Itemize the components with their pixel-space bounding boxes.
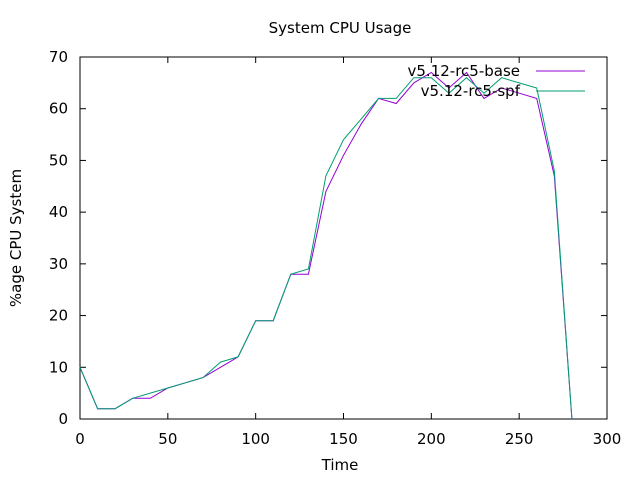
x-tick-label: 150 bbox=[329, 430, 358, 448]
x-tick-label: 0 bbox=[75, 430, 85, 448]
x-tick-label: 100 bbox=[241, 430, 270, 448]
chart-title: System CPU Usage bbox=[269, 19, 412, 37]
legend: v5.12-rc5-base v5.12-rc5-spf bbox=[408, 62, 585, 100]
y-tick-label: 40 bbox=[49, 203, 68, 221]
legend-label: v5.12-rc5-base bbox=[408, 62, 521, 80]
legend-label: v5.12-rc5-spf bbox=[421, 82, 521, 100]
series-layer bbox=[79, 71, 573, 420]
y-tick-label: 20 bbox=[49, 307, 68, 325]
y-tick-label: 10 bbox=[49, 358, 68, 376]
series-line-v5.12-rc5-base bbox=[79, 71, 573, 420]
y-axis-label: %age CPU System bbox=[7, 169, 25, 307]
x-axis-label: Time bbox=[321, 456, 359, 474]
x-tick-label: 300 bbox=[593, 430, 622, 448]
y-tick-label: 50 bbox=[49, 151, 68, 169]
y-tick-label: 0 bbox=[58, 410, 68, 428]
y-tick-label: 30 bbox=[49, 255, 68, 273]
y-tick-label: 60 bbox=[49, 100, 68, 118]
x-tick-label: 200 bbox=[417, 430, 446, 448]
x-axis-ticks: 0 50 100 150 200 250 300 bbox=[75, 57, 621, 448]
plot-frame bbox=[79, 56, 608, 420]
x-tick-label: 50 bbox=[158, 430, 177, 448]
y-axis-ticks: 0 10 20 30 40 50 60 70 bbox=[49, 48, 607, 428]
y-tick-label: 70 bbox=[49, 48, 68, 66]
x-tick-label: 250 bbox=[505, 430, 534, 448]
series-line-v5.12-rc5-spf bbox=[79, 77, 573, 420]
